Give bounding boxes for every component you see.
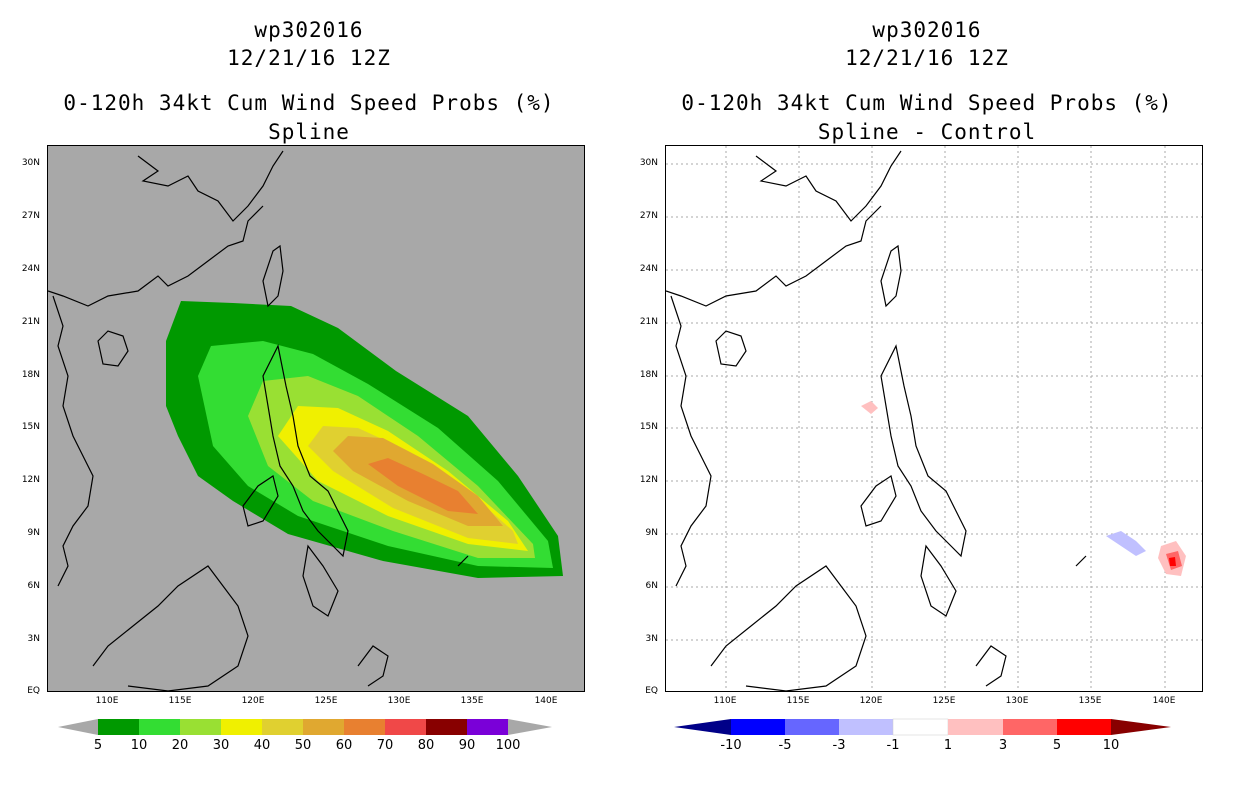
difference-map: [665, 145, 1203, 692]
colorbar-swatch: [180, 719, 221, 735]
colorbar-swatch: [139, 719, 180, 735]
lon-label: 115E: [786, 696, 810, 706]
coastlines: [666, 150, 1087, 691]
colorbar-swatch: [839, 719, 893, 735]
colorbar-label: 5: [93, 738, 103, 753]
map-grid: [666, 146, 1202, 691]
lon-label: 125E: [314, 696, 338, 706]
lat-label: 21N: [21, 317, 40, 327]
lon-label: 130E: [387, 696, 411, 706]
lon-label: 110E: [95, 696, 119, 706]
colorbar-high-end: [508, 719, 552, 735]
lon-label: 135E: [460, 696, 484, 706]
colorbar-label: -10: [720, 738, 742, 753]
lat-label: 18N: [639, 370, 658, 380]
coastlines: [48, 150, 469, 691]
left-panel: wp302016 12/21/16 12Z 0-120h 34kt Cum Wi…: [21, 18, 585, 753]
lat-label: 18N: [21, 370, 40, 380]
colorbar-label: -1: [886, 738, 900, 753]
lon-label: 120E: [859, 696, 883, 706]
lon-label: 110E: [713, 696, 737, 706]
colorbar-label: 60: [335, 738, 353, 753]
positive-diff-10: [1169, 557, 1176, 566]
lon-label: 125E: [932, 696, 956, 706]
colorbar-swatch: [303, 719, 344, 735]
colorbar-label: 30: [212, 738, 230, 753]
colorbar-label: 100: [495, 738, 521, 753]
right-panel: wp302016 12/21/16 12Z 0-120h 34kt Cum Wi…: [618, 0, 1236, 800]
negative-diff: [1106, 531, 1146, 556]
colorbar-swatch: [385, 719, 426, 735]
colorbar-swatch: [731, 719, 785, 735]
date-title: 12/21/16 12Z: [227, 46, 391, 70]
colorbar-low-end: [58, 719, 98, 735]
colorbar-swatch: [892, 718, 949, 736]
product-title: 0-120h 34kt Cum Wind Speed Probs (%): [63, 91, 555, 115]
lat-label: 6N: [27, 581, 40, 591]
method-title: Spline - Control: [817, 120, 1037, 144]
lat-label: 9N: [645, 528, 658, 538]
lat-label: 30N: [639, 158, 658, 168]
colorbar-label: -3: [832, 738, 846, 753]
lat-label: 27N: [639, 211, 658, 221]
lat-label: 3N: [645, 634, 658, 644]
storm-id-title: wp302016: [254, 18, 364, 42]
colorbar-right: [674, 718, 1171, 736]
colorbar-label: 1: [943, 738, 953, 753]
probability-map: [47, 145, 585, 692]
colorbar-label: 50: [294, 738, 312, 753]
colorbar-swatch: [948, 719, 1003, 735]
colorbar-label: 3: [998, 738, 1008, 753]
prob-contour-60: [368, 458, 478, 514]
lat-label: 24N: [639, 264, 658, 274]
colorbar-swatch: [344, 719, 385, 735]
colorbar-swatch: [1057, 719, 1111, 735]
colorbar-high-end: [1111, 719, 1171, 735]
lat-label: 12N: [21, 475, 40, 485]
colorbar-swatch: [1003, 719, 1057, 735]
storm-id-title: wp302016: [872, 18, 982, 42]
lat-label: 30N: [21, 158, 40, 168]
lat-label: EQ: [27, 686, 40, 696]
method-title: Spline: [268, 120, 350, 144]
colorbar-swatch: [221, 719, 262, 735]
colorbar-label: 5: [1052, 738, 1062, 753]
colorbar-swatch: [98, 719, 139, 735]
date-title: 12/21/16 12Z: [845, 46, 1009, 70]
colorbar-label: 70: [376, 738, 394, 753]
lon-label: 120E: [241, 696, 265, 706]
colorbar-swatch: [426, 719, 467, 735]
lat-label: 3N: [27, 634, 40, 644]
product-title: 0-120h 34kt Cum Wind Speed Probs (%): [681, 91, 1173, 115]
lon-label: 130E: [1005, 696, 1029, 706]
lat-label: 9N: [27, 528, 40, 538]
lat-label: 15N: [21, 422, 40, 432]
lat-label: 12N: [639, 475, 658, 485]
colorbar-label: 80: [417, 738, 435, 753]
colorbar-label: 40: [253, 738, 271, 753]
colorbar-swatch: [467, 719, 508, 735]
lat-label: 21N: [639, 317, 658, 327]
lat-label: EQ: [645, 686, 658, 696]
colorbar-low-end: [674, 719, 731, 735]
lon-label: 135E: [1078, 696, 1102, 706]
lat-label: 27N: [21, 211, 40, 221]
positive-diff-small: [861, 401, 878, 414]
colorbar-label: 10: [130, 738, 148, 753]
lon-label: 115E: [168, 696, 192, 706]
colorbar-label: 10: [1102, 738, 1120, 753]
lat-label: 15N: [639, 422, 658, 432]
colorbar-label: 20: [171, 738, 189, 753]
colorbar-left: [58, 719, 552, 735]
lon-label: 140E: [1152, 696, 1176, 706]
colorbar-label: -5: [778, 738, 792, 753]
lat-label: 24N: [21, 264, 40, 274]
lon-label: 140E: [534, 696, 558, 706]
lat-label: 6N: [645, 581, 658, 591]
colorbar-label: 90: [458, 738, 476, 753]
colorbar-swatch: [262, 719, 303, 735]
colorbar-swatch: [785, 719, 839, 735]
